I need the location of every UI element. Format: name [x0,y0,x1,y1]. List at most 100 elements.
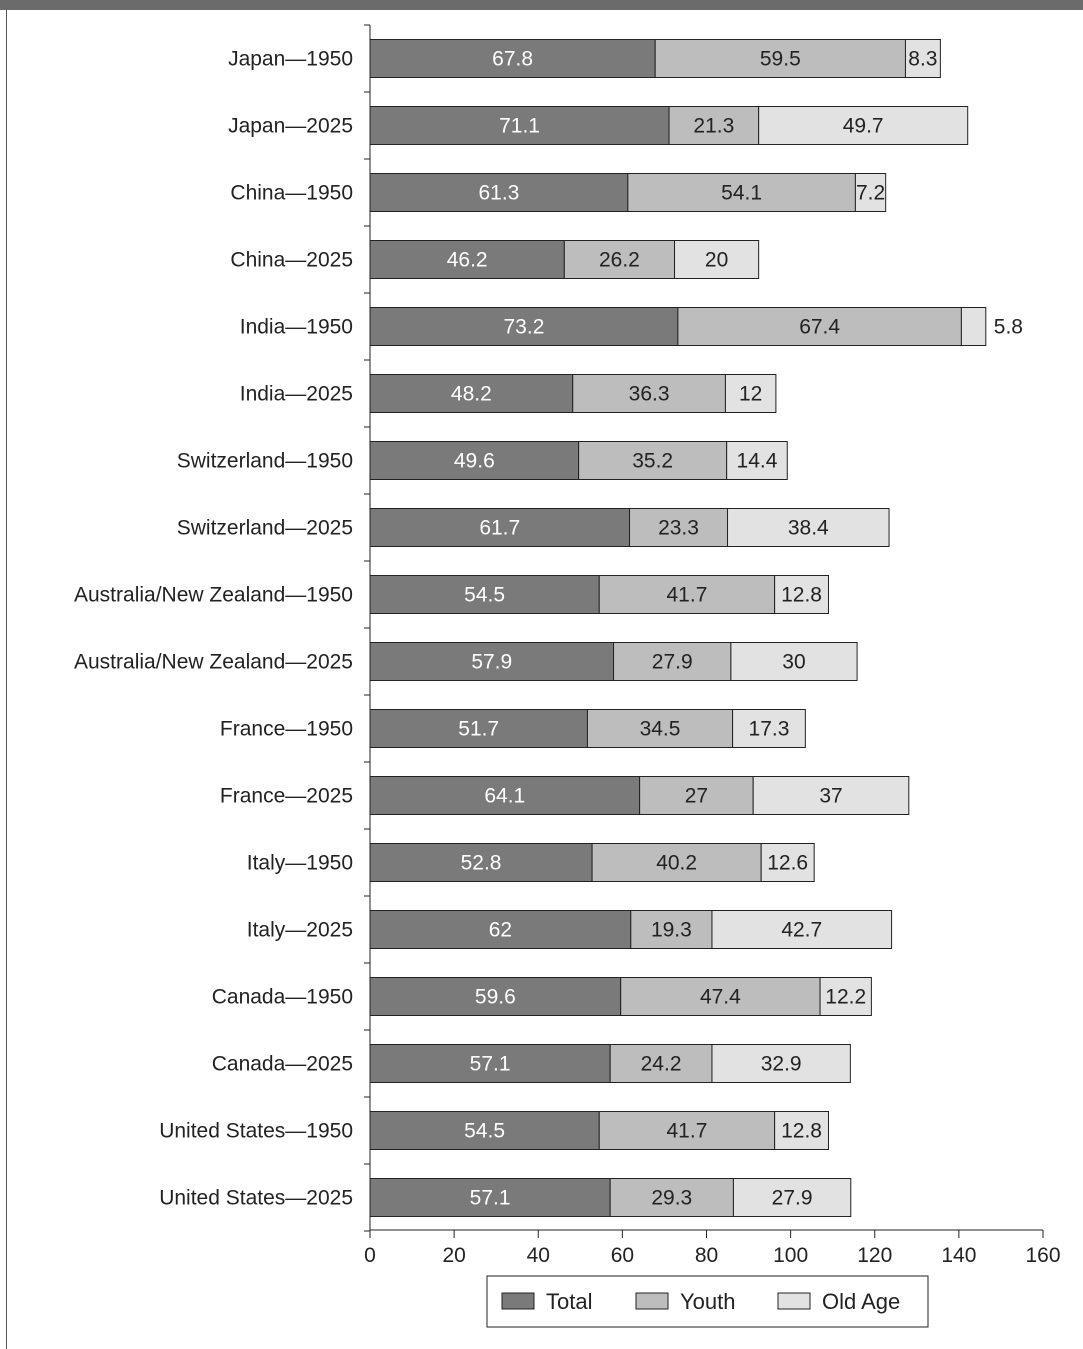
category-label: Australia/New Zealand—1950 [74,584,353,607]
bar-segment-youth [613,642,732,681]
data-label-old-age: 20 [705,249,728,272]
x-tick-label: 140 [941,1244,976,1267]
data-label-youth: 27 [685,785,708,808]
bar-row: India—2025 48.2 36.3 12 [240,374,777,413]
category-label: Italy—2025 [247,919,353,942]
legend-label: Youth [680,1289,735,1314]
data-label-youth: 26.2 [599,249,640,272]
bar-segment-youth [609,1178,734,1217]
category-label: Switzerland—2025 [177,517,353,540]
bar-segment-old-age [711,1044,851,1083]
bar-segment-youth [630,910,713,949]
data-label-old-age: 38.4 [788,517,829,540]
bar-segment-total [369,173,629,212]
bar-segment-total [369,642,615,681]
bar-segment-total [369,843,593,882]
x-tick-label: 60 [611,1244,634,1267]
data-label-old-age: 30 [782,651,805,674]
category-label: Italy—1950 [247,852,353,875]
bar-row: India—1950 73.2 67.4 5.8 [240,307,1023,346]
bar-segment-old-age [674,240,760,279]
data-label-youth: 67.4 [799,316,840,339]
data-label-old-age: 42.7 [781,919,822,942]
data-label-total: 49.6 [454,450,495,473]
data-label-total: 48.2 [451,383,492,406]
bar-row: Canada—1950 59.6 47.4 12.2 [212,977,872,1016]
category-label: India—2025 [240,383,353,406]
bar-segment-old-age [904,39,941,78]
bar-segment-youth [629,508,729,547]
data-label-youth: 36.3 [629,383,670,406]
category-label: United States—1950 [159,1120,353,1143]
bar-segment-youth [572,374,726,413]
bar-segment-total [369,441,580,480]
top-bar [0,0,1083,10]
data-label-total: 71.1 [499,115,540,138]
data-label-old-age: 5.8 [994,316,1023,339]
bar-segment-old-age [760,843,815,882]
data-label-youth: 29.3 [651,1187,692,1210]
left-border [6,10,7,1349]
bar-segment-total [369,910,632,949]
bar-row: Switzerland—1950 49.6 35.2 14.4 [177,441,788,480]
data-label-youth: 34.5 [640,718,681,741]
bar-segment-old-age [730,642,858,681]
data-label-youth: 47.4 [700,986,741,1009]
data-label-total: 57.1 [470,1053,511,1076]
data-label-youth: 41.7 [667,1120,708,1143]
bar-row: Australia/New Zealand—2025 57.9 27.9 30 [74,642,858,681]
bar-segment-youth [586,709,734,748]
data-label-total: 57.9 [471,651,512,674]
legend-box [486,1275,929,1328]
x-tick-label: 20 [442,1244,465,1267]
bar-row: Australia/New Zealand—1950 54.5 41.7 12.8 [74,575,829,614]
x-tick-label: 120 [857,1244,892,1267]
bar-row: France—2025 64.1 27 37 [220,776,910,815]
bar-segment-youth [591,843,762,882]
bar-segment-youth [620,977,821,1016]
category-label: China—1950 [230,182,353,205]
bar-row: Italy—2025 62 19.3 42.7 [247,910,893,949]
data-label-total: 51.7 [458,718,499,741]
bar-segment-total [369,1044,611,1083]
data-label-youth: 41.7 [667,584,708,607]
category-label: Japan—2025 [228,115,353,138]
category-label: United States—2025 [159,1187,353,1210]
bar-row: China—1950 61.3 54.1 7.2 [230,173,887,212]
bar-row: France—1950 51.7 34.5 17.3 [220,709,806,748]
bar-row: Japan—2025 71.1 21.3 49.7 [228,106,969,145]
bar-segment-total [369,709,588,748]
bar-segment-youth [598,1111,776,1150]
legend-swatch [777,1292,811,1310]
data-label-total: 64.1 [484,785,525,808]
legend-entry-old-age: Old Age [777,1289,900,1314]
bar-segment-youth [654,39,906,78]
data-label-total: 73.2 [504,316,545,339]
data-label-youth: 54.1 [721,182,762,205]
data-label-total: 62 [489,919,512,942]
bar-row: United States—2025 57.1 29.3 27.9 [159,1178,852,1217]
data-label-youth: 40.2 [656,852,697,875]
legend-swatch [635,1292,669,1310]
category-label: Canada—1950 [212,986,353,1009]
data-label-youth: 27.9 [652,651,693,674]
category-label: Japan—1950 [228,48,353,71]
data-label-total: 59.6 [475,986,516,1009]
data-label-youth: 21.3 [693,115,734,138]
bar-segment-old-age [727,508,890,547]
bar-segment-old-age [774,1111,829,1150]
category-label: Switzerland—1950 [177,450,353,473]
category-label: France—1950 [220,718,353,741]
legend-entry-youth: Youth [635,1289,735,1314]
bar-segment-total [369,508,631,547]
bars-layer: Japan—1950 67.8 59.5 8.3 Japan—2025 71.1 21.3 4… [74,39,1023,1217]
x-tick-label: 160 [1025,1244,1060,1267]
bar-segment-old-age [732,709,806,748]
category-label: France—2025 [220,785,353,808]
data-label-old-age: 12.6 [767,852,808,875]
data-label-total: 67.8 [492,48,533,71]
bar-segment-old-age [960,307,987,346]
legend-entry-total: Total [501,1289,592,1314]
bar-segment-old-age [758,106,969,145]
